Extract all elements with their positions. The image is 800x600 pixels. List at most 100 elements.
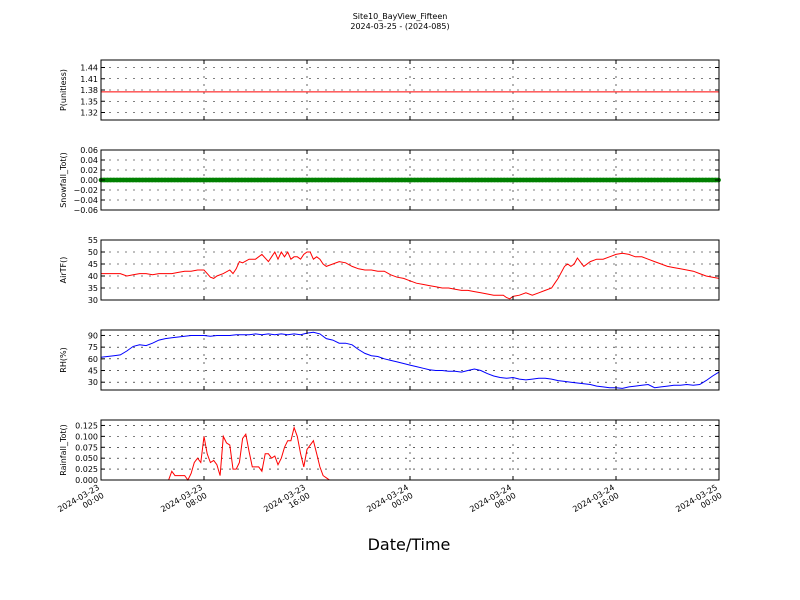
- series-marker-snowfall: [684, 177, 689, 183]
- y-tick-label: 35: [88, 284, 98, 293]
- series-marker-snowfall: [658, 177, 664, 183]
- series-marker-snowfall: [453, 177, 459, 183]
- series-marker-snowfall: [271, 177, 277, 183]
- series-marker-snowfall: [466, 177, 472, 183]
- series-marker-snowfall: [361, 177, 366, 183]
- chart-subtitle: 2024-03-25 - (2024-085): [350, 22, 449, 31]
- y-tick-label: 40: [88, 272, 98, 281]
- series-marker-snowfall: [242, 177, 248, 183]
- series-marker-snowfall: [469, 177, 475, 183]
- series-marker-snowfall: [457, 177, 462, 183]
- series-marker-snowfall: [169, 177, 174, 183]
- y-tick-label: 90: [88, 331, 98, 340]
- series-marker-snowfall: [156, 177, 161, 183]
- series-marker-snowfall: [373, 177, 379, 183]
- series-marker-snowfall: [213, 177, 219, 183]
- y-axis-label-rainfall: Rainfall_Tot(): [59, 424, 68, 476]
- series-marker-snowfall: [137, 177, 142, 183]
- series-marker-snowfall: [300, 177, 305, 183]
- y-tick-label: −0.04: [73, 196, 98, 205]
- series-marker-snowfall: [703, 177, 709, 183]
- series-marker-snowfall: [149, 177, 155, 183]
- series-marker-snowfall: [309, 177, 315, 183]
- series-marker-snowfall: [613, 177, 619, 183]
- series-marker-snowfall: [165, 177, 171, 183]
- series-marker-snowfall: [316, 177, 321, 183]
- y-tick-label: 60: [88, 355, 98, 364]
- series-marker-snowfall: [498, 177, 504, 183]
- series-marker-snowfall: [220, 177, 225, 183]
- series-marker-snowfall: [377, 177, 382, 183]
- series-marker-snowfall: [175, 177, 181, 183]
- series-marker-snowfall: [588, 177, 593, 183]
- series-marker-snowfall: [601, 177, 606, 183]
- series-marker-snowfall: [329, 177, 334, 183]
- x-axis-label: Date/Time: [368, 535, 451, 554]
- series-marker-snowfall: [633, 177, 638, 183]
- series-marker-snowfall: [274, 177, 280, 183]
- series-marker-snowfall: [639, 177, 645, 183]
- y-tick-label: 1.35: [80, 97, 98, 106]
- series-marker-snowfall: [607, 177, 613, 183]
- series-marker-snowfall: [415, 177, 421, 183]
- panel-p: 1.32 1.35 1.38 1.41 1.44 P(unitless): [59, 59, 720, 121]
- series-marker-snowfall: [431, 177, 437, 183]
- y-tick-label: 45: [88, 367, 98, 376]
- series-marker-snowfall: [681, 177, 686, 183]
- y-axis-label-p: P(unitless): [59, 69, 68, 111]
- series-marker-snowfall: [236, 177, 241, 183]
- y-tick-label: 0.125: [75, 421, 98, 430]
- series-marker-snowfall: [255, 177, 261, 183]
- series-marker-snowfall: [572, 177, 577, 183]
- series-marker-snowfall: [444, 177, 449, 183]
- y-tick-label: 1.32: [80, 109, 98, 118]
- series-marker-snowfall: [521, 177, 526, 183]
- series-marker-snowfall: [197, 177, 203, 183]
- series-marker-snowfall: [543, 177, 549, 183]
- series-marker-snowfall: [217, 177, 222, 183]
- series-marker-snowfall: [597, 177, 603, 183]
- series-marker-snowfall: [409, 177, 414, 183]
- panels: 1.321.351.381.411.44P(unitless)−0.06−0.0…: [56, 59, 724, 514]
- y-tick-label: −0.02: [73, 186, 98, 195]
- y-tick-label: 0.06: [80, 146, 98, 155]
- series-marker-snowfall: [357, 177, 363, 183]
- series-marker-snowfall: [642, 177, 648, 183]
- series-marker-snowfall: [508, 177, 513, 183]
- series-marker-snowfall: [297, 177, 302, 183]
- series-marker-snowfall: [393, 177, 398, 183]
- series-marker-snowfall: [706, 177, 712, 183]
- y-tick-label: 0.00: [80, 176, 98, 185]
- series-marker-snowfall: [105, 177, 110, 183]
- series-marker-snowfall: [405, 177, 411, 183]
- y-tick-label: 30: [88, 378, 98, 387]
- series-marker-snowfall: [585, 177, 590, 183]
- series-marker-snowfall: [524, 177, 529, 183]
- series-marker-snowfall: [159, 177, 165, 183]
- series-marker-snowfall: [252, 177, 257, 183]
- series-marker-snowfall: [178, 177, 184, 183]
- y-tick-label: −0.06: [73, 206, 98, 215]
- series-marker-snowfall: [133, 177, 139, 183]
- series-marker-snowfall: [229, 177, 235, 183]
- y-axis-label-snowfall: Snowfall_Tot(): [59, 152, 68, 208]
- series-marker-snowfall: [556, 177, 561, 183]
- series-marker-snowfall: [517, 177, 523, 183]
- panel-airtf: 30 35 40 45 50 55 AirTF(): [59, 236, 720, 305]
- series-marker-snowfall: [434, 177, 440, 183]
- series-marker-snowfall: [700, 177, 705, 183]
- series-marker-snowfall: [575, 177, 581, 183]
- series-marker-snowfall: [626, 177, 632, 183]
- series-marker-snowfall: [124, 177, 129, 183]
- y-tick-label: 1.41: [80, 75, 98, 84]
- series-marker-snowfall: [172, 177, 177, 183]
- series-marker-snowfall: [559, 177, 565, 183]
- series-marker-snowfall: [620, 177, 625, 183]
- series-marker-snowfall: [277, 177, 283, 183]
- series-marker-snowfall: [479, 177, 485, 183]
- series-marker-snowfall: [367, 177, 373, 183]
- series-marker-snowfall: [399, 177, 405, 183]
- series-marker-snowfall: [594, 177, 600, 183]
- series-marker-snowfall: [268, 177, 273, 183]
